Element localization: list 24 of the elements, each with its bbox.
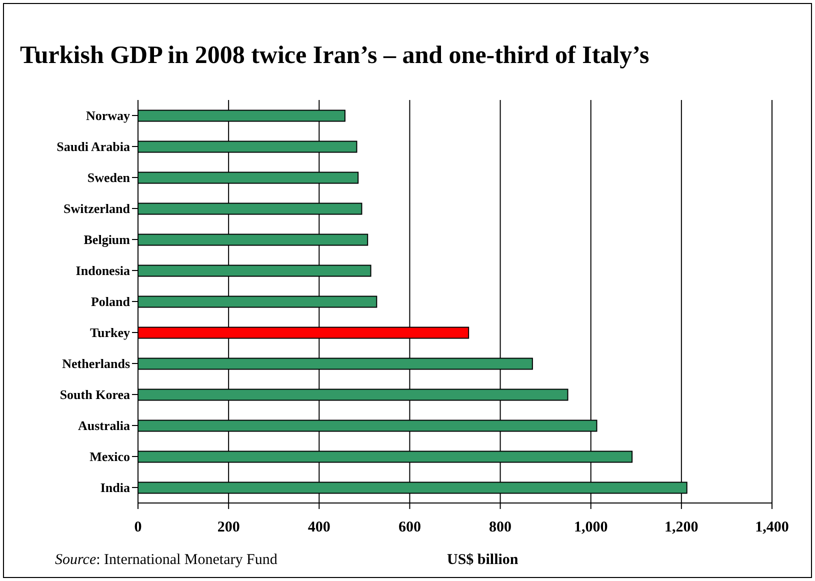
x-tick-label: 200 xyxy=(217,520,240,536)
y-tick-label: Norway xyxy=(86,108,130,124)
y-tick-label: South Korea xyxy=(60,387,130,402)
x-tick-label: 1,400 xyxy=(755,520,789,536)
y-tick-label: Saudi Arabia xyxy=(56,139,130,154)
chart-title: Turkish GDP in 2008 twice Iran’s – and one-third of Italy’s xyxy=(20,42,650,70)
x-axis-title: US$ billion xyxy=(447,552,518,569)
x-tick-label: 400 xyxy=(308,520,330,536)
y-tick-label: India xyxy=(100,480,130,496)
y-tick-label: Mexico xyxy=(90,449,130,464)
source-note: Source: International Monetary Fund xyxy=(55,552,278,569)
x-tick-label: 1,200 xyxy=(664,520,698,536)
x-tick-label: 800 xyxy=(489,520,512,536)
y-tick-label: Australia xyxy=(78,418,130,434)
y-tick-label: Netherlands xyxy=(62,356,130,372)
y-tick-label: Indonesia xyxy=(76,263,130,278)
y-tick-label: Sweden xyxy=(87,170,131,186)
y-tick-label: Switzerland xyxy=(64,201,131,216)
y-tick-label: Belgium xyxy=(84,232,130,248)
x-tick-label: 1,000 xyxy=(574,520,608,536)
x-tick-label: 0 xyxy=(134,520,142,536)
y-tick-label: Poland xyxy=(90,294,131,310)
x-tick-label: 600 xyxy=(398,520,421,536)
y-tick-label: Turkey xyxy=(90,325,130,340)
